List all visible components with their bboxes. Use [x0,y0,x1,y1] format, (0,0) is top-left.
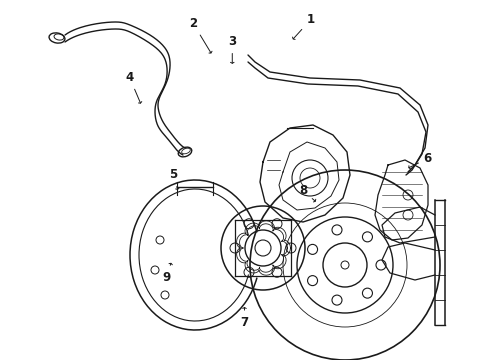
Text: 5: 5 [169,168,179,189]
Text: 4: 4 [125,71,142,103]
Text: 9: 9 [162,263,172,284]
Text: 7: 7 [240,307,248,329]
Text: 8: 8 [299,184,315,202]
Text: 3: 3 [228,35,236,63]
Text: 1: 1 [292,13,314,40]
Text: 6: 6 [408,152,431,169]
Text: 2: 2 [189,17,212,53]
